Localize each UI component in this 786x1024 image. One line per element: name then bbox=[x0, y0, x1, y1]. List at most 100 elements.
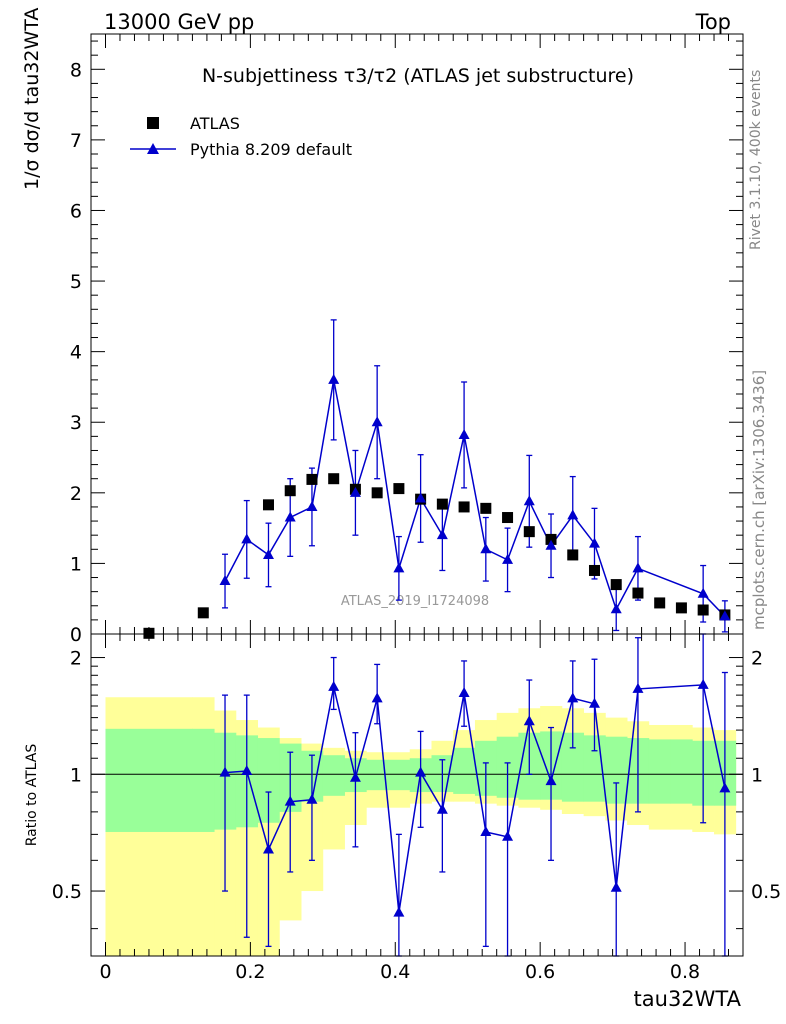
atlas-data-point bbox=[523, 526, 535, 538]
atlas-data-point bbox=[284, 485, 296, 497]
legend-pythia-marker bbox=[147, 143, 159, 154]
ratio-point bbox=[328, 680, 340, 691]
atlas-data-point bbox=[697, 604, 709, 616]
atlas-data-point bbox=[610, 579, 622, 591]
mc-point bbox=[415, 492, 427, 503]
x-tick-label: 0.2 bbox=[235, 961, 265, 983]
ratio-point bbox=[371, 692, 383, 703]
mc-point bbox=[262, 548, 274, 559]
atlas-data-point bbox=[502, 512, 514, 524]
y-tick-label: 4 bbox=[70, 342, 82, 364]
rivet-label: Rivet 3.1.10, 400k events bbox=[748, 70, 764, 250]
mc-point bbox=[610, 603, 622, 614]
uncertainty-band-inner bbox=[453, 747, 476, 794]
ratio-point bbox=[241, 764, 253, 775]
y-tick-label: 1 bbox=[70, 553, 82, 575]
mc-point bbox=[632, 562, 644, 573]
main-frame bbox=[90, 33, 744, 635]
ratio-point bbox=[545, 775, 557, 786]
mc-point bbox=[219, 575, 231, 586]
ratio-point bbox=[284, 795, 296, 806]
x-tick-label: 0 bbox=[99, 961, 111, 983]
atlas-data-point bbox=[393, 483, 405, 495]
atlas-data-point bbox=[545, 533, 557, 545]
ratio-y-tick-label: 1 bbox=[70, 764, 82, 786]
mc-point bbox=[349, 486, 361, 497]
atlas-data-point bbox=[675, 602, 687, 614]
atlas-data-point bbox=[567, 549, 579, 561]
y-tick-label: 7 bbox=[70, 130, 82, 152]
y-tick-label: 5 bbox=[70, 271, 82, 293]
ratio-frame bbox=[90, 633, 744, 957]
legend-atlas-label: ATLAS bbox=[190, 114, 240, 133]
ratio-point bbox=[458, 687, 470, 698]
atlas-data-point bbox=[480, 502, 492, 514]
x-tick-label: 0.4 bbox=[380, 961, 410, 983]
mc-line bbox=[224, 379, 726, 617]
main-y-axis-label: 1/σ dσ/d tau32WTA bbox=[21, 8, 43, 190]
atlas-data-point bbox=[458, 501, 470, 513]
main-axes: 0 1 2 3 4 5 6 7 8 bbox=[70, 33, 744, 646]
mc-point bbox=[480, 543, 492, 554]
mc-point bbox=[458, 428, 470, 439]
mc-point bbox=[284, 511, 296, 522]
ratio-axes: 0.5 0.5 1 1 2 2 0 0.2 0.4 0.6 0.8 bbox=[52, 633, 781, 983]
uncertainty-band-inner bbox=[257, 738, 280, 823]
atlas-data-point bbox=[588, 564, 600, 576]
ratio-point bbox=[610, 881, 622, 892]
y-tick-label: 2 bbox=[70, 483, 82, 505]
atlas-data-point bbox=[328, 473, 340, 485]
ratio-point bbox=[393, 906, 405, 917]
uncertainty-band-inner bbox=[105, 728, 193, 832]
ratio-point bbox=[306, 793, 318, 804]
mc-point bbox=[719, 610, 731, 621]
ratio-y-tick-label-right: 1 bbox=[751, 764, 763, 786]
main-plot-area bbox=[143, 319, 731, 639]
mc-point bbox=[328, 373, 340, 384]
ratio-point bbox=[436, 803, 448, 814]
uncertainty-band-inner bbox=[366, 759, 389, 791]
energy-label: 13000 GeV pp bbox=[104, 10, 254, 34]
atlas-data-point bbox=[436, 498, 448, 510]
uncertainty-band-inner bbox=[648, 739, 671, 804]
x-tick-label: 0.8 bbox=[670, 961, 700, 983]
process-label: Top bbox=[695, 10, 731, 34]
mcplots-label: mcplots.cern.ch [arXiv:1306.3436] bbox=[750, 370, 768, 630]
x-axis-label: tau32WTA bbox=[634, 987, 742, 1011]
ratio-point bbox=[719, 782, 731, 793]
ratio-point bbox=[697, 678, 709, 689]
ratio-y-tick-label: 0.5 bbox=[52, 881, 82, 903]
ratio-point bbox=[480, 825, 492, 836]
y-tick-label: 8 bbox=[70, 59, 82, 81]
mc-point bbox=[567, 509, 579, 520]
ratio-y-tick-label: 2 bbox=[70, 648, 82, 670]
ratio-point bbox=[567, 692, 579, 703]
mc-point bbox=[306, 500, 318, 511]
ratio-point bbox=[262, 843, 274, 854]
x-tick-label: 0.6 bbox=[525, 961, 555, 983]
y-tick-label: 3 bbox=[70, 412, 82, 434]
atlas-data-point bbox=[262, 499, 274, 511]
uncertainty-band-inner bbox=[192, 728, 215, 832]
mc-point bbox=[371, 416, 383, 427]
mc-point bbox=[588, 537, 600, 548]
atlas-data-point bbox=[654, 597, 666, 609]
uncertainty-band-inner bbox=[605, 736, 628, 804]
ratio-point bbox=[632, 682, 644, 693]
ratio-y-tick-label-right: 2 bbox=[751, 648, 763, 670]
ratio-y-axis-label: Ratio to ATLAS bbox=[24, 744, 40, 847]
legend-atlas-marker bbox=[147, 117, 159, 129]
chart-title: N-subjettiness τ3/τ2 (ATLAS jet substruc… bbox=[202, 65, 634, 87]
ratio-point bbox=[523, 715, 535, 726]
uncertainty-band-inner bbox=[561, 732, 585, 802]
ratio-point bbox=[349, 771, 361, 782]
atlas-data-point bbox=[371, 487, 383, 499]
ratio-line bbox=[224, 684, 726, 913]
mc-point bbox=[241, 533, 253, 544]
uncertainty-band-inner bbox=[388, 759, 411, 791]
ratio-y-tick-label-right: 0.5 bbox=[751, 881, 781, 903]
uncertainty-band-inner bbox=[670, 739, 693, 804]
mc-point bbox=[697, 587, 709, 598]
mc-point bbox=[523, 495, 535, 506]
